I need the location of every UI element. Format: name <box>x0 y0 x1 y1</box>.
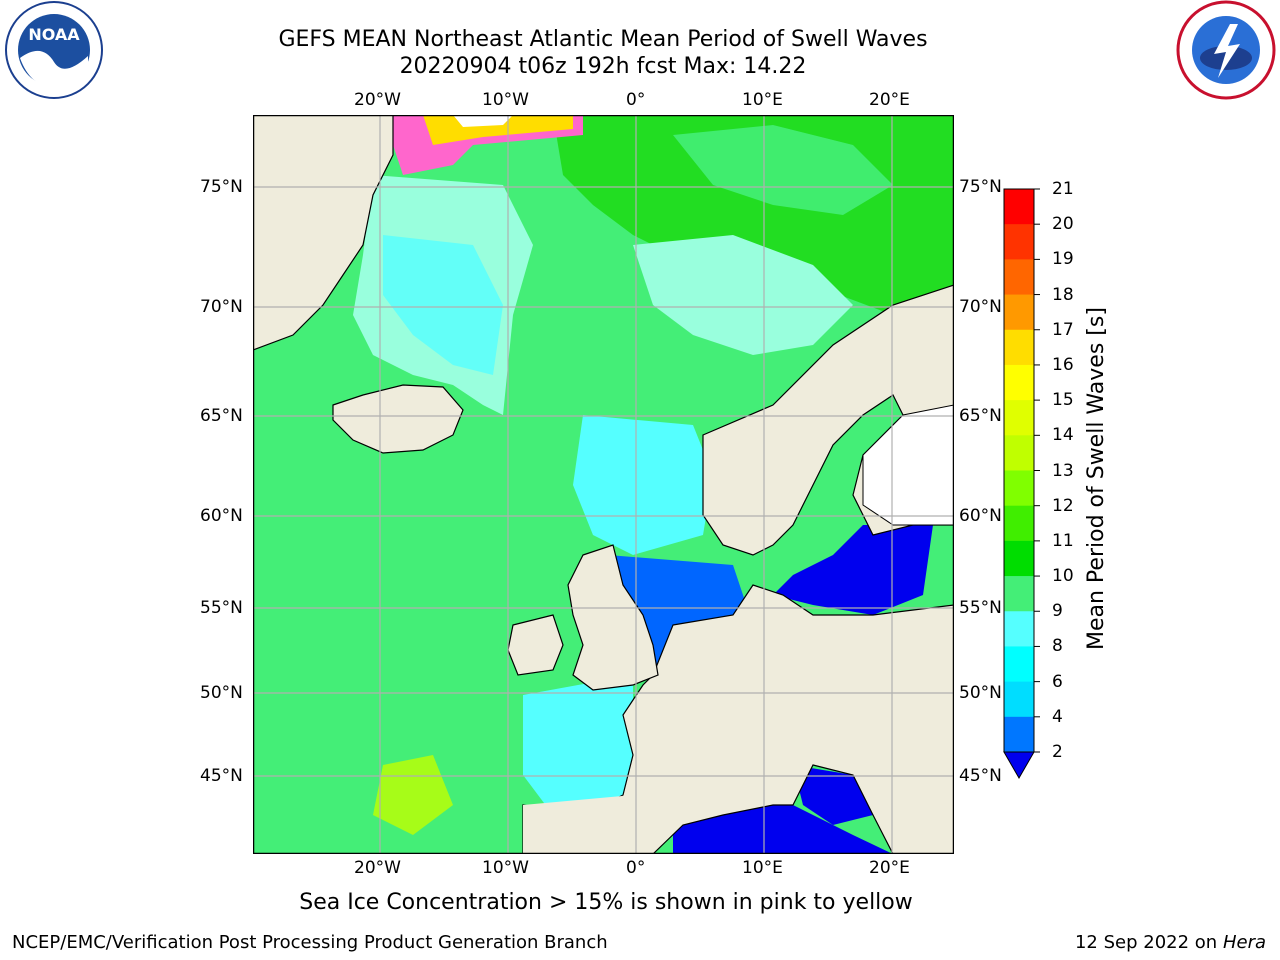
lat-label-right: 45°N <box>959 766 1002 786</box>
colorbar-tick-label: 12 <box>1052 495 1074 516</box>
colorbar-segment <box>1004 189 1034 225</box>
lon-label-top: 20°E <box>869 90 910 110</box>
colorbar-tick-label: 16 <box>1052 354 1074 375</box>
iceland-land <box>332 384 464 454</box>
colorbar-segment <box>1004 681 1034 718</box>
colorbar-label: Mean Period of Swell Waves [s] <box>1084 307 1109 650</box>
colorbar-segment <box>1004 364 1034 401</box>
map-frame <box>253 115 954 854</box>
colorbar-tick-label: 14 <box>1052 425 1074 446</box>
lon-label-bottom: 20°W <box>354 858 401 878</box>
colorbar-tick-label: 15 <box>1052 390 1074 411</box>
footer-date-text: 12 Sep 2022 on <box>1074 932 1218 953</box>
lat-label-left: 65°N <box>200 406 243 426</box>
lat-label-left: 60°N <box>200 506 243 526</box>
lat-label-right: 75°N <box>959 177 1002 197</box>
svg-text:NOAA: NOAA <box>28 25 80 44</box>
colorbar-tick-label: 21 <box>1052 179 1074 199</box>
colorbar-segment <box>1004 400 1034 436</box>
lat-label-left: 75°N <box>200 177 243 197</box>
lon-label-top: 10°W <box>482 90 529 110</box>
colorbar-tick-label: 2 <box>1052 742 1063 762</box>
colorbar-tick-label: 19 <box>1052 249 1074 270</box>
lat-label-left: 50°N <box>200 683 243 703</box>
colorbar-tick-label: 11 <box>1052 530 1074 551</box>
colorbar-segment <box>1004 294 1034 331</box>
colorbar-tick-label: 18 <box>1052 284 1074 305</box>
colorbar <box>1003 188 1040 780</box>
lat-label-left: 45°N <box>200 766 243 786</box>
greenland-land <box>253 115 394 351</box>
lat-label-left: 70°N <box>200 297 243 317</box>
lon-label-bottom: 10°E <box>742 858 783 878</box>
colorbar-tick-label: 6 <box>1052 671 1063 692</box>
swell-period-map <box>253 115 954 854</box>
national-weather-service-logo <box>1176 0 1276 100</box>
colorbar-segment <box>1004 611 1034 647</box>
colorbar-extend-arrow <box>1003 751 1035 780</box>
colorbar-tick-label: 8 <box>1052 636 1063 657</box>
lon-label-top: 10°E <box>742 90 783 110</box>
lon-label-bottom: 20°E <box>869 858 910 878</box>
lat-label-right: 55°N <box>959 598 1002 618</box>
colorbar-tick-label: 13 <box>1052 460 1074 481</box>
lat-label-right: 65°N <box>959 406 1002 426</box>
map-subtitle: 20220904 t06z 192h fcst Max: 14.22 <box>399 54 807 79</box>
footer-machine: Hera <box>1222 932 1266 953</box>
lat-label-left: 55°N <box>200 598 243 618</box>
colorbar-segment <box>1004 259 1034 296</box>
footer-branch: NCEP/EMC/Verification Post Processing Pr… <box>12 932 608 953</box>
map-title: GEFS MEAN Northeast Atlantic Mean Period… <box>278 27 928 52</box>
lon-label-top: 0° <box>626 90 646 110</box>
lon-label-top: 20°W <box>354 90 401 110</box>
lat-label-right: 60°N <box>959 506 1002 526</box>
colorbar-segment <box>1004 646 1034 683</box>
colorbar-tick-label: 17 <box>1052 319 1074 340</box>
colorbar-segment <box>1004 716 1034 753</box>
ireland-land <box>507 614 564 676</box>
graticule <box>253 115 954 854</box>
colorbar-tick-label: 9 <box>1052 601 1063 622</box>
colorbar-segment <box>1004 435 1034 471</box>
lon-label-bottom: 0° <box>626 858 646 878</box>
europe-land <box>522 584 954 854</box>
lon-label-bottom: 10°W <box>482 858 529 878</box>
noaa-logo: NOAA <box>5 1 103 99</box>
colorbar-tick-label: 4 <box>1052 706 1063 727</box>
colorbar-tick-label: 10 <box>1052 566 1074 587</box>
footer-date: 12 Sep 2022 on Hera <box>1075 932 1266 953</box>
colorbar-segment <box>1004 505 1034 542</box>
lat-label-right: 50°N <box>959 683 1002 703</box>
lat-label-right: 70°N <box>959 297 1002 317</box>
colorbar-tick-label: 20 <box>1052 214 1074 235</box>
colorbar-segment <box>1004 224 1034 260</box>
colorbar-segment <box>1004 470 1034 507</box>
colorbar-segment <box>1004 576 1034 612</box>
colorbar-segment <box>1004 540 1034 577</box>
colorbar-segment <box>1004 329 1034 366</box>
sea-ice-caption: Sea Ice Concentration > 15% is shown in … <box>299 890 913 915</box>
